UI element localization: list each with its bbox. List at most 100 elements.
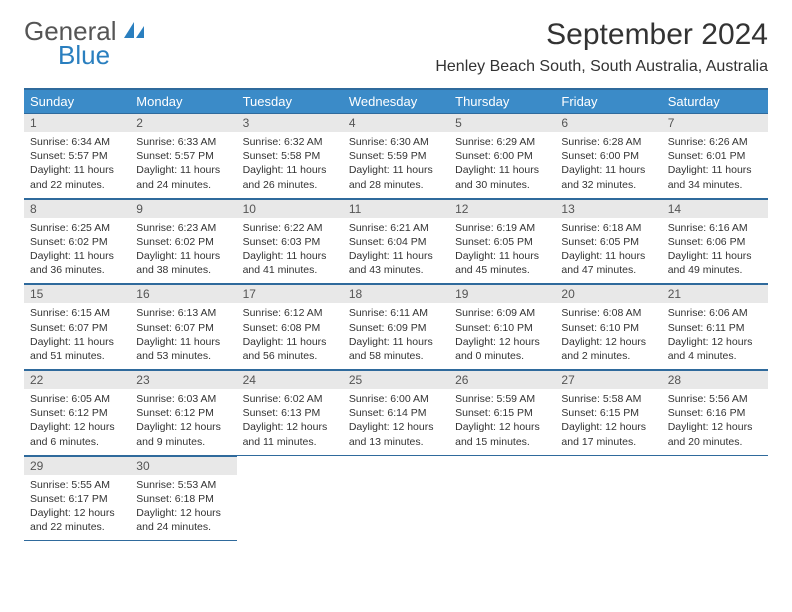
calendar-day-cell: 7Sunrise: 6:26 AMSunset: 6:01 PMDaylight… bbox=[662, 113, 768, 198]
day-number: 26 bbox=[449, 370, 555, 389]
day-line-d1: Daylight: 11 hours bbox=[136, 163, 230, 177]
day-line-d2: and 58 minutes. bbox=[349, 349, 443, 363]
calendar-day-cell: 25Sunrise: 6:00 AMSunset: 6:14 PMDayligh… bbox=[343, 370, 449, 456]
calendar-week-row: 15Sunrise: 6:15 AMSunset: 6:07 PMDayligh… bbox=[24, 284, 768, 370]
weekday-header-row: Sunday Monday Tuesday Wednesday Thursday… bbox=[24, 89, 768, 113]
day-line-sr: Sunrise: 6:13 AM bbox=[136, 306, 230, 320]
day-line-sr: Sunrise: 6:34 AM bbox=[30, 135, 124, 149]
day-details: Sunrise: 6:11 AMSunset: 6:09 PMDaylight:… bbox=[343, 303, 449, 369]
day-line-sr: Sunrise: 6:22 AM bbox=[243, 221, 337, 235]
day-line-d2: and 32 minutes. bbox=[561, 178, 655, 192]
day-line-d1: Daylight: 11 hours bbox=[561, 163, 655, 177]
day-line-ss: Sunset: 6:02 PM bbox=[136, 235, 230, 249]
day-line-d2: and 11 minutes. bbox=[243, 435, 337, 449]
day-line-ss: Sunset: 6:02 PM bbox=[30, 235, 124, 249]
calendar-week-row: 22Sunrise: 6:05 AMSunset: 6:12 PMDayligh… bbox=[24, 370, 768, 456]
day-line-d1: Daylight: 12 hours bbox=[561, 420, 655, 434]
day-line-sr: Sunrise: 5:53 AM bbox=[136, 478, 230, 492]
day-line-ss: Sunset: 5:58 PM bbox=[243, 149, 337, 163]
weekday-header: Sunday bbox=[24, 89, 130, 113]
day-line-sr: Sunrise: 6:16 AM bbox=[668, 221, 762, 235]
day-line-sr: Sunrise: 6:12 AM bbox=[243, 306, 337, 320]
day-line-d2: and 47 minutes. bbox=[561, 263, 655, 277]
day-number: 23 bbox=[130, 370, 236, 389]
day-line-ss: Sunset: 6:16 PM bbox=[668, 406, 762, 420]
page-header: General Blue September 2024 Henley Beach… bbox=[24, 18, 768, 76]
calendar-day-cell: 11Sunrise: 6:21 AMSunset: 6:04 PMDayligh… bbox=[343, 198, 449, 284]
calendar-day-cell: 22Sunrise: 6:05 AMSunset: 6:12 PMDayligh… bbox=[24, 370, 130, 456]
day-details: Sunrise: 6:18 AMSunset: 6:05 PMDaylight:… bbox=[555, 218, 661, 284]
day-details: Sunrise: 6:30 AMSunset: 5:59 PMDaylight:… bbox=[343, 132, 449, 198]
day-line-ss: Sunset: 6:04 PM bbox=[349, 235, 443, 249]
day-number: 18 bbox=[343, 284, 449, 303]
month-title: September 2024 bbox=[435, 18, 768, 52]
calendar-day-cell: 9Sunrise: 6:23 AMSunset: 6:02 PMDaylight… bbox=[130, 198, 236, 284]
day-line-d2: and 15 minutes. bbox=[455, 435, 549, 449]
brand-logo: General Blue bbox=[24, 18, 146, 68]
day-line-sr: Sunrise: 6:09 AM bbox=[455, 306, 549, 320]
day-number: 17 bbox=[237, 284, 343, 303]
day-line-sr: Sunrise: 6:29 AM bbox=[455, 135, 549, 149]
day-details: Sunrise: 6:08 AMSunset: 6:10 PMDaylight:… bbox=[555, 303, 661, 369]
day-details: Sunrise: 6:13 AMSunset: 6:07 PMDaylight:… bbox=[130, 303, 236, 369]
calendar-day-cell: 15Sunrise: 6:15 AMSunset: 6:07 PMDayligh… bbox=[24, 284, 130, 370]
day-line-d1: Daylight: 11 hours bbox=[30, 335, 124, 349]
day-line-d2: and 36 minutes. bbox=[30, 263, 124, 277]
day-line-ss: Sunset: 6:13 PM bbox=[243, 406, 337, 420]
day-line-sr: Sunrise: 6:23 AM bbox=[136, 221, 230, 235]
brand-text: General Blue bbox=[24, 18, 146, 68]
calendar-day-cell: 18Sunrise: 6:11 AMSunset: 6:09 PMDayligh… bbox=[343, 284, 449, 370]
day-line-sr: Sunrise: 6:08 AM bbox=[561, 306, 655, 320]
day-line-d2: and 38 minutes. bbox=[136, 263, 230, 277]
calendar-week-row: 29Sunrise: 5:55 AMSunset: 6:17 PMDayligh… bbox=[24, 455, 768, 541]
day-details: Sunrise: 6:02 AMSunset: 6:13 PMDaylight:… bbox=[237, 389, 343, 455]
day-line-sr: Sunrise: 6:03 AM bbox=[136, 392, 230, 406]
weekday-header: Tuesday bbox=[237, 89, 343, 113]
day-details: Sunrise: 5:53 AMSunset: 6:18 PMDaylight:… bbox=[130, 475, 236, 541]
day-number: 27 bbox=[555, 370, 661, 389]
day-line-d1: Daylight: 11 hours bbox=[349, 163, 443, 177]
day-details: Sunrise: 6:21 AMSunset: 6:04 PMDaylight:… bbox=[343, 218, 449, 284]
day-number: 5 bbox=[449, 113, 555, 132]
day-line-d2: and 51 minutes. bbox=[30, 349, 124, 363]
calendar-week-row: 1Sunrise: 6:34 AMSunset: 5:57 PMDaylight… bbox=[24, 113, 768, 198]
day-number: 19 bbox=[449, 284, 555, 303]
day-line-d1: Daylight: 12 hours bbox=[243, 420, 337, 434]
calendar-day-cell: 24Sunrise: 6:02 AMSunset: 6:13 PMDayligh… bbox=[237, 370, 343, 456]
day-details: Sunrise: 5:55 AMSunset: 6:17 PMDaylight:… bbox=[24, 475, 130, 541]
calendar-day-cell: 3Sunrise: 6:32 AMSunset: 5:58 PMDaylight… bbox=[237, 113, 343, 198]
day-details: Sunrise: 6:05 AMSunset: 6:12 PMDaylight:… bbox=[24, 389, 130, 455]
day-line-d1: Daylight: 11 hours bbox=[243, 163, 337, 177]
day-number: 2 bbox=[130, 113, 236, 132]
day-line-d1: Daylight: 11 hours bbox=[30, 163, 124, 177]
calendar-day-cell: 2Sunrise: 6:33 AMSunset: 5:57 PMDaylight… bbox=[130, 113, 236, 198]
calendar-day-cell: .. bbox=[237, 455, 343, 541]
day-number: 24 bbox=[237, 370, 343, 389]
day-line-d2: and 24 minutes. bbox=[136, 178, 230, 192]
day-details: Sunrise: 6:06 AMSunset: 6:11 PMDaylight:… bbox=[662, 303, 768, 369]
day-details: Sunrise: 6:16 AMSunset: 6:06 PMDaylight:… bbox=[662, 218, 768, 284]
day-line-ss: Sunset: 6:11 PM bbox=[668, 321, 762, 335]
day-line-d1: Daylight: 11 hours bbox=[455, 249, 549, 263]
day-line-sr: Sunrise: 6:06 AM bbox=[668, 306, 762, 320]
calendar-day-cell: 17Sunrise: 6:12 AMSunset: 6:08 PMDayligh… bbox=[237, 284, 343, 370]
calendar-day-cell: 29Sunrise: 5:55 AMSunset: 6:17 PMDayligh… bbox=[24, 455, 130, 541]
day-line-d1: Daylight: 12 hours bbox=[349, 420, 443, 434]
day-line-sr: Sunrise: 6:05 AM bbox=[30, 392, 124, 406]
day-line-d2: and 13 minutes. bbox=[349, 435, 443, 449]
weekday-header: Thursday bbox=[449, 89, 555, 113]
day-line-d1: Daylight: 12 hours bbox=[668, 420, 762, 434]
day-line-d1: Daylight: 12 hours bbox=[668, 335, 762, 349]
day-line-d1: Daylight: 11 hours bbox=[455, 163, 549, 177]
day-number: 13 bbox=[555, 199, 661, 218]
day-line-d2: and 28 minutes. bbox=[349, 178, 443, 192]
day-line-d1: Daylight: 11 hours bbox=[136, 335, 230, 349]
day-number: 28 bbox=[662, 370, 768, 389]
day-details: Sunrise: 6:00 AMSunset: 6:14 PMDaylight:… bbox=[343, 389, 449, 455]
day-line-ss: Sunset: 6:08 PM bbox=[243, 321, 337, 335]
day-number: 22 bbox=[24, 370, 130, 389]
day-line-d1: Daylight: 11 hours bbox=[30, 249, 124, 263]
day-number: 6 bbox=[555, 113, 661, 132]
calendar-day-cell: 21Sunrise: 6:06 AMSunset: 6:11 PMDayligh… bbox=[662, 284, 768, 370]
day-line-ss: Sunset: 6:12 PM bbox=[30, 406, 124, 420]
